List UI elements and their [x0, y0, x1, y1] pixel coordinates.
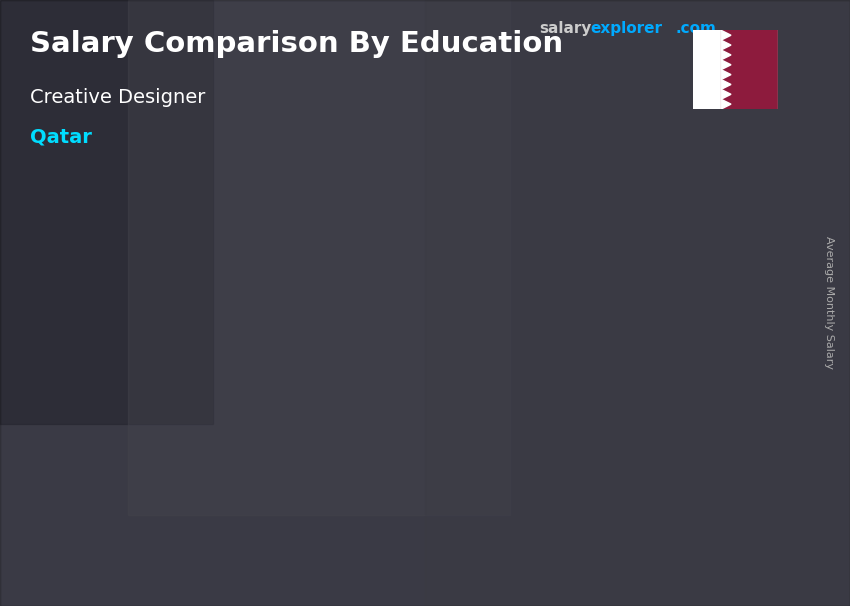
Bar: [693, 30, 721, 109]
Bar: [314, 339, 400, 539]
Text: +29%: +29%: [567, 77, 643, 101]
Text: .com: .com: [676, 21, 717, 36]
Text: +15%: +15%: [246, 250, 322, 275]
Polygon shape: [721, 40, 731, 50]
Bar: [0, 0, 212, 424]
Text: Creative Designer: Creative Designer: [30, 88, 205, 107]
Bar: [425, 0, 850, 606]
Text: Certificate or
Diploma: Certificate or Diploma: [304, 575, 410, 606]
Bar: [558, 257, 570, 539]
Polygon shape: [721, 99, 731, 109]
Text: Master's
Degree: Master's Degree: [638, 575, 705, 606]
Text: High School: High School: [153, 575, 248, 590]
Polygon shape: [721, 89, 731, 99]
Bar: [157, 365, 243, 539]
Text: explorer: explorer: [591, 21, 663, 36]
Bar: [243, 365, 257, 539]
Text: 16,300 QAR: 16,300 QAR: [528, 159, 615, 174]
Text: +41%: +41%: [411, 175, 491, 199]
Bar: [628, 177, 714, 539]
Polygon shape: [721, 30, 731, 40]
Text: 7,840 QAR: 7,840 QAR: [66, 347, 144, 362]
Bar: [721, 30, 778, 109]
Bar: [400, 339, 413, 539]
Text: 12,700 QAR: 12,700 QAR: [371, 239, 458, 254]
Text: Bachelor's
Degree: Bachelor's Degree: [473, 575, 556, 606]
Text: salary: salary: [540, 21, 592, 36]
Polygon shape: [721, 50, 731, 60]
Polygon shape: [721, 60, 731, 70]
Bar: [714, 177, 727, 539]
Text: Qatar: Qatar: [30, 127, 92, 146]
Polygon shape: [721, 79, 731, 89]
Polygon shape: [721, 70, 731, 79]
Text: Salary Comparison By Education: Salary Comparison By Education: [30, 30, 563, 58]
Text: 9,010 QAR: 9,010 QAR: [224, 321, 302, 336]
Text: Average Monthly Salary: Average Monthly Salary: [824, 236, 834, 370]
Bar: [471, 257, 558, 539]
Bar: [128, 0, 510, 515]
